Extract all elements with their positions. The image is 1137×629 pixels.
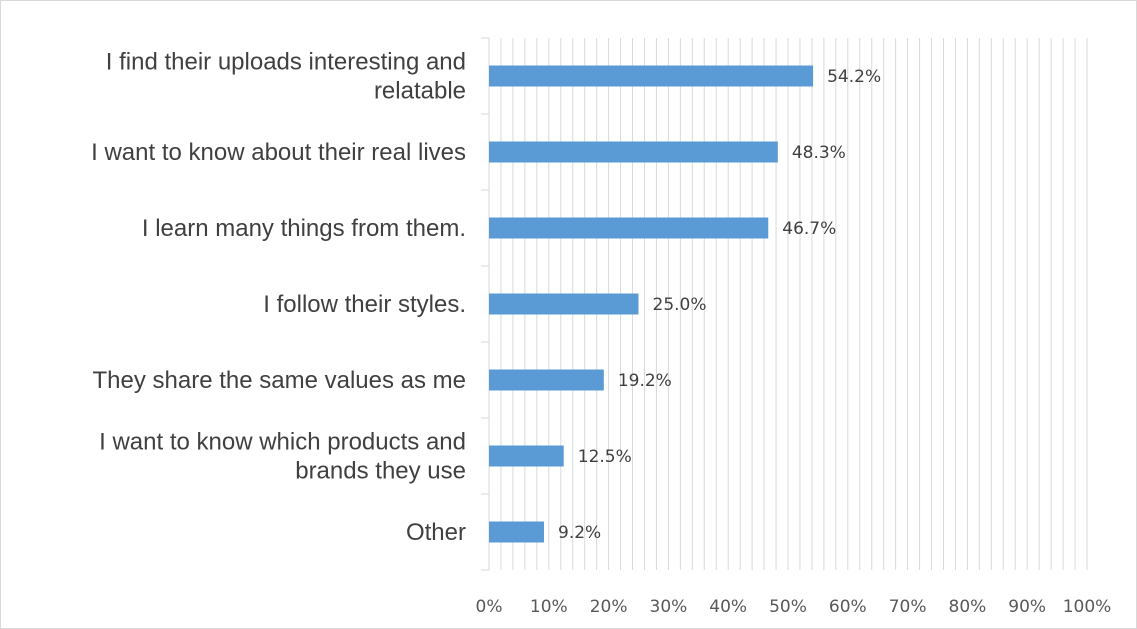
x-tick-label: 70% xyxy=(889,597,927,617)
bar xyxy=(489,217,769,239)
x-tick-labels: 0% 10% 20% 30% 40% 50% 60% 70% 80% 90% 100% xyxy=(476,597,1112,617)
x-tick-label: 80% xyxy=(949,597,987,617)
bar xyxy=(489,293,639,315)
data-label: 48.3% xyxy=(792,143,846,163)
category-axis xyxy=(481,37,490,571)
x-tick-label: 50% xyxy=(769,597,807,617)
x-tick-label: 100% xyxy=(1063,597,1112,617)
x-tick-label: 20% xyxy=(590,597,628,617)
x-tick-label: 0% xyxy=(476,597,503,617)
data-label: 25.0% xyxy=(653,295,707,315)
data-label: 9.2% xyxy=(558,523,601,543)
x-tick-label: 60% xyxy=(829,597,867,617)
bar xyxy=(489,65,814,87)
gridlines xyxy=(500,38,1088,570)
x-tick-label: 10% xyxy=(530,597,568,617)
category-label: I follow their styles. xyxy=(263,291,466,318)
category-labels: I find their uploads interesting andrela… xyxy=(91,49,466,547)
data-label: 46.7% xyxy=(782,219,836,239)
category-label: I want to know which products and xyxy=(99,429,466,456)
category-label: I find their uploads interesting and xyxy=(106,49,466,76)
bar xyxy=(489,521,545,543)
category-label: They share the same values as me xyxy=(92,367,466,394)
category-label: relatable xyxy=(374,78,466,105)
category-label: Other xyxy=(406,519,466,546)
data-labels: 54.2% 48.3% 46.7% 25.0% 19.2% 12.5% 9.2% xyxy=(558,67,881,543)
bar xyxy=(489,141,778,163)
data-label: 19.2% xyxy=(618,371,672,391)
data-label: 12.5% xyxy=(578,447,632,467)
bar xyxy=(489,369,604,391)
x-tick-label: 30% xyxy=(650,597,688,617)
bars xyxy=(489,65,814,543)
category-label: brands they use xyxy=(295,458,466,485)
x-tick-label: 40% xyxy=(709,597,747,617)
category-label: I learn many things from them. xyxy=(142,215,466,242)
bar xyxy=(489,445,564,467)
data-label: 54.2% xyxy=(827,67,881,87)
x-tick-label: 90% xyxy=(1008,597,1046,617)
category-label: I want to know about their real lives xyxy=(91,139,466,166)
